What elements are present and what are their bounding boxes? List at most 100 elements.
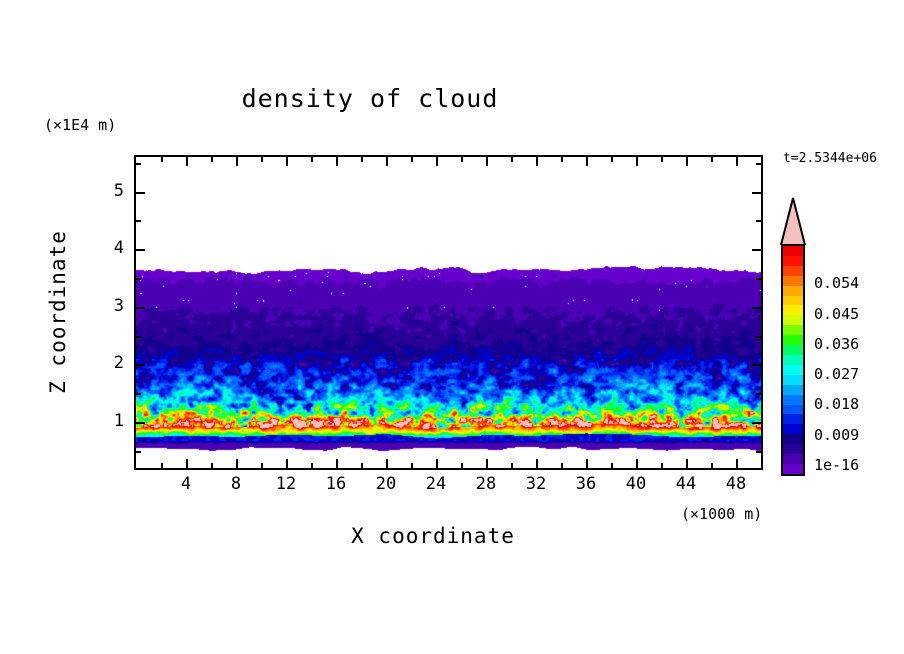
axis-tick [411, 157, 413, 162]
axis-tick [752, 191, 761, 194]
x-tick-label: 48 [725, 474, 747, 494]
axis-tick [752, 421, 761, 424]
axis-tick [461, 157, 463, 162]
axis-tick [561, 157, 563, 162]
axis-tick [511, 157, 513, 162]
y-axis-title: Z coordinate [46, 230, 70, 394]
axis-tick [536, 157, 538, 166]
colorbar-band [783, 295, 803, 306]
axis-tick [186, 459, 188, 468]
x-tick-label: 24 [425, 474, 447, 494]
axis-tick [361, 463, 363, 468]
axis-tick [756, 220, 761, 223]
axis-tick [661, 463, 663, 468]
axis-tick [752, 249, 761, 252]
colorbar-band [783, 275, 803, 286]
x-axis-title: X coordinate [351, 524, 515, 548]
colorbar-band [783, 345, 803, 355]
y-tick-label: 3 [113, 295, 124, 316]
axis-tick [136, 421, 145, 424]
x-tick-label: 20 [375, 474, 397, 494]
colorbar-band [783, 444, 803, 455]
axis-tick [261, 463, 263, 468]
axis-tick [311, 157, 313, 162]
axis-tick [636, 459, 638, 468]
x-tick-label: 8 [230, 474, 242, 494]
colorbar-band [783, 374, 803, 385]
axis-tick [286, 459, 288, 468]
y-tick-label: 2 [113, 353, 124, 374]
axis-tick [136, 162, 141, 165]
axis-tick [161, 463, 163, 468]
axis-tick [761, 157, 763, 162]
axis-tick [136, 249, 145, 252]
timestamp-annotation: t=2.5344e+06 [783, 151, 877, 166]
axis-tick [686, 157, 688, 166]
axis-tick [736, 459, 738, 468]
axis-tick [561, 463, 563, 468]
axis-tick [756, 393, 761, 396]
colorbar-band [783, 463, 803, 474]
axis-tick [736, 157, 738, 166]
colorbar-band [783, 384, 803, 395]
x-tick-label: 12 [275, 474, 297, 494]
x-tick-label: 16 [325, 474, 347, 494]
axis-tick [436, 157, 438, 166]
axis-tick [752, 306, 761, 309]
colorbar-overflow-arrow [781, 197, 805, 244]
axis-tick [311, 463, 313, 468]
axis-tick [711, 463, 713, 468]
colorbar-band [783, 354, 803, 365]
colorbar-band [783, 364, 803, 375]
axis-tick [386, 157, 388, 166]
axis-tick [486, 459, 488, 468]
axis-tick [136, 220, 141, 223]
axis-tick [261, 157, 263, 162]
x-tick-label: 28 [475, 474, 497, 494]
axis-tick [136, 306, 145, 309]
axis-tick [136, 393, 141, 396]
axis-tick [236, 459, 238, 468]
plot-area [134, 155, 763, 470]
colorbar-tick-label: 0.027 [814, 365, 860, 384]
axis-tick [211, 463, 213, 468]
colorbar-tick-label: 0.054 [814, 274, 860, 293]
colorbar-band [783, 414, 803, 425]
y-tick-label: 4 [113, 238, 124, 259]
axis-tick [136, 277, 141, 280]
axis-tick [136, 335, 141, 338]
axis-tick [411, 463, 413, 468]
axis-tick [586, 459, 588, 468]
axis-tick [461, 463, 463, 468]
x-axis-unit-label: (×1000 m) [681, 505, 763, 523]
colorbar-band [783, 434, 803, 445]
axis-tick [336, 459, 338, 468]
x-tick-label: 36 [575, 474, 597, 494]
axis-tick [756, 450, 761, 453]
colorbar-band [783, 255, 803, 266]
axis-tick [186, 157, 188, 166]
colorbar-arrow-outline [780, 197, 806, 246]
colorbar: 0.054 0.045 0.036 0.027 0.018 0.009 1e-16 [778, 197, 898, 487]
axis-tick [586, 157, 588, 166]
axis-tick [661, 157, 663, 162]
colorbar-band [783, 454, 803, 464]
axis-tick [436, 459, 438, 468]
colorbar-band [783, 394, 803, 405]
axis-tick [711, 157, 713, 162]
axis-tick [161, 157, 163, 162]
axis-tick [611, 157, 613, 162]
colorbar-band [783, 315, 803, 326]
colorbar-band [783, 265, 803, 276]
colorbar-tick-label: 0.036 [814, 334, 860, 353]
axis-tick [486, 157, 488, 166]
colorbar-band [783, 404, 803, 415]
y-tick-label: 1 [113, 410, 124, 431]
axis-tick [636, 157, 638, 166]
axis-tick [511, 463, 513, 468]
axis-tick [286, 157, 288, 166]
colorbar-band [783, 335, 803, 346]
colorbar-tick-label: 0.018 [814, 395, 860, 414]
x-tick-label: 44 [675, 474, 697, 494]
axis-tick [336, 157, 338, 166]
